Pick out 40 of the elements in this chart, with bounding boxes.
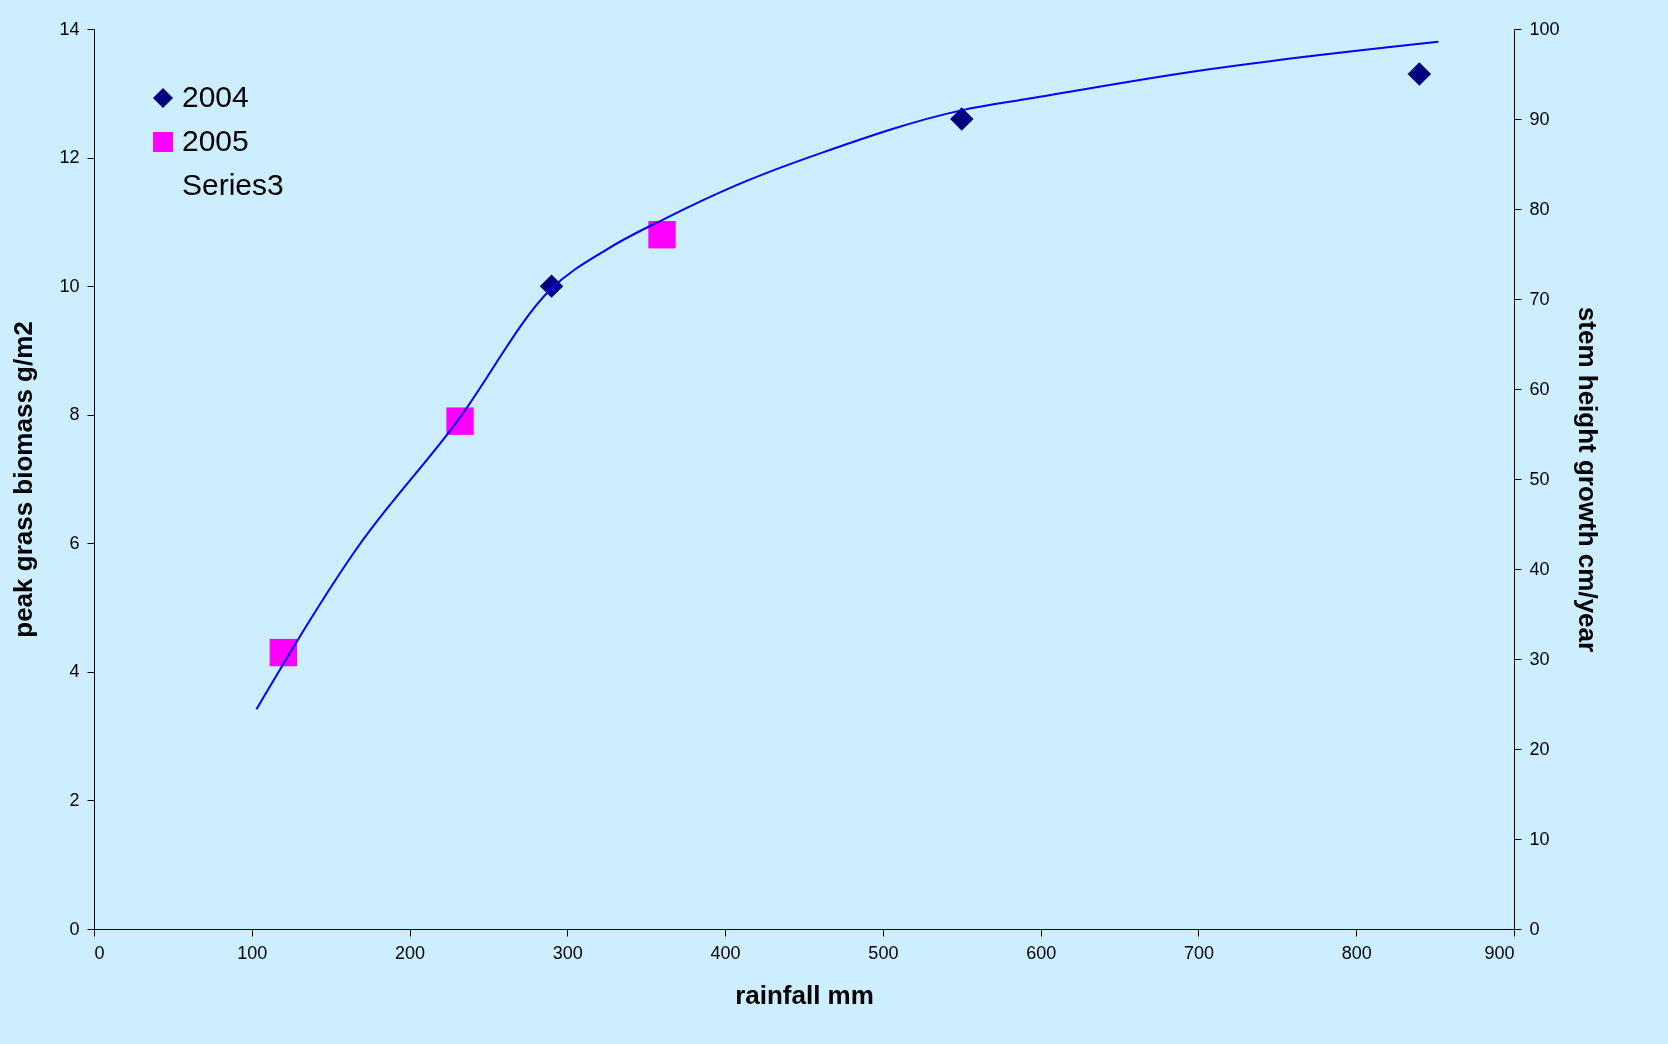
y-axis-title: peak grass biomass g/m2 (8, 321, 39, 638)
x-tick-label: 800 (1341, 942, 1372, 963)
y-tick-label: 4 (69, 661, 80, 682)
y2-tick-label: 20 (1529, 738, 1550, 759)
y-tick-label: 2 (69, 789, 80, 810)
y-tick-label: 14 (59, 18, 80, 39)
y2-tick-label: 90 (1529, 108, 1550, 129)
point (648, 221, 676, 249)
y2-tick-label: 30 (1529, 648, 1550, 669)
x-tick-label: 100 (237, 942, 268, 963)
legend-label: 2005 (182, 124, 249, 157)
x-tick-label: 400 (710, 942, 741, 963)
y-tick-label: 0 (69, 918, 80, 939)
x-tick-label: 900 (1484, 942, 1515, 963)
point (950, 107, 974, 131)
y-tick-label: 8 (69, 404, 80, 425)
x-tick-label: 300 (552, 942, 583, 963)
y2-tick-label: 10 (1529, 828, 1550, 849)
point (269, 638, 298, 667)
point (1407, 62, 1432, 86)
x-tick-label: 0 (94, 942, 105, 963)
y2-tick-label: 40 (1529, 558, 1550, 579)
y-tick-label: 6 (69, 532, 80, 553)
text: Series3 (182, 168, 284, 201)
x-tick-label: 500 (868, 942, 899, 963)
legend-label: 2004 (182, 80, 249, 113)
y2-tick-label: 80 (1529, 198, 1550, 219)
x-tick-label: 700 (1183, 942, 1214, 963)
y2-tick-label: 0 (1529, 918, 1540, 939)
point (446, 407, 474, 435)
y2-tick-label: 60 (1529, 378, 1550, 399)
y-tick-label: 10 (59, 275, 80, 296)
y-tick-label: 12 (59, 147, 80, 168)
x-tick-label: 600 (1026, 942, 1057, 963)
y2-tick-label: 50 (1529, 468, 1550, 489)
x-tick-label: 200 (395, 942, 426, 963)
y2-tick-label: 100 (1529, 18, 1560, 39)
x-axis-title: rainfall mm (735, 979, 874, 1010)
y2-axis-title: stem height growth cm/year (1572, 306, 1603, 653)
y2-tick-label: 70 (1529, 288, 1550, 309)
